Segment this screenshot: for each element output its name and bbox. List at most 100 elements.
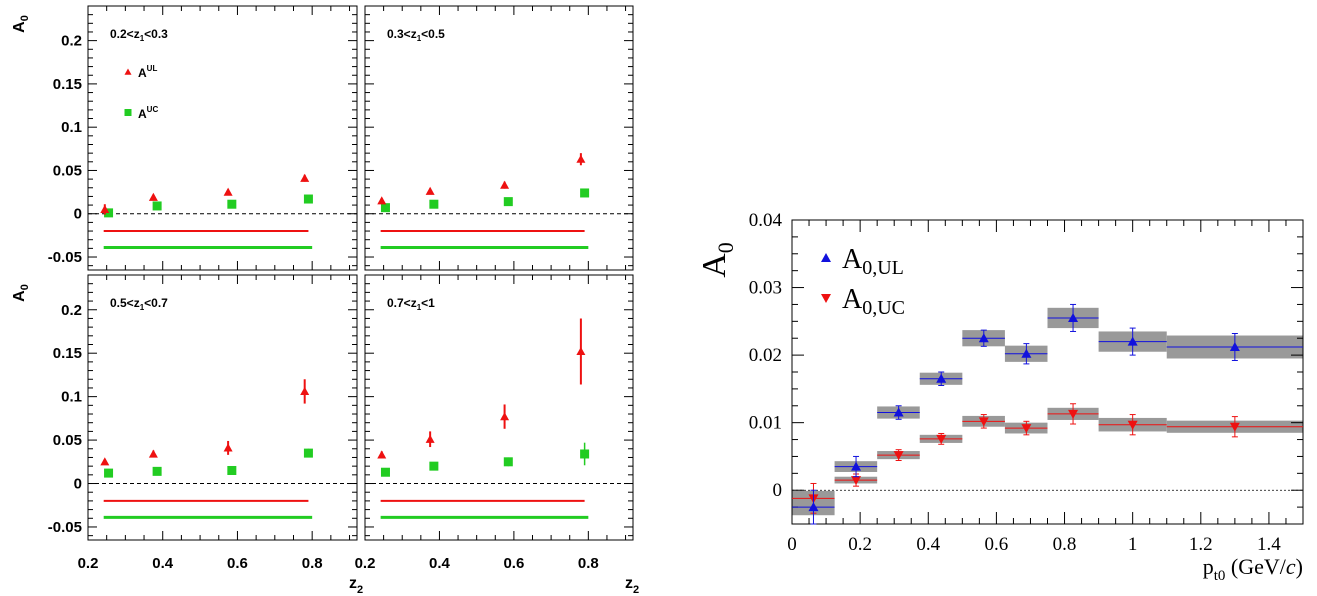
ul-point [100, 457, 110, 466]
panel-label-post: <0.5 [421, 27, 445, 41]
uc-point [1021, 424, 1032, 434]
uc-point [580, 188, 590, 198]
ul-point [936, 373, 947, 383]
ul-point [576, 346, 586, 356]
panel-label-pre: 0.7<z [387, 296, 417, 310]
y-axis-label: A0 [11, 284, 31, 302]
y-tick-label: 0 [773, 480, 783, 501]
y-tick-label: 0.15 [53, 76, 82, 93]
panel-2: 0.3<z1<0.5 [364, 5, 634, 271]
x-tick-label: 1.4 [1257, 534, 1281, 555]
panel-label: 0.3<z1<0.5 [387, 27, 445, 43]
ul-point [1068, 312, 1079, 322]
uc-point [429, 461, 439, 471]
panel-label-pre: 0.2<z [110, 27, 140, 41]
ul-point [851, 461, 862, 471]
y-tick-label: 0 [74, 206, 82, 223]
x-axis-label-base: z [349, 575, 357, 592]
ul-point [893, 407, 904, 417]
legend-uc-base: A [842, 284, 863, 315]
legend-ul-label: A0,UL [842, 244, 904, 279]
legend-uc-label: AUC [138, 105, 158, 121]
y-axis-label-sub: 0 [713, 242, 738, 253]
uc-point [303, 194, 313, 204]
panel-label: 0.7<z1<1 [387, 296, 435, 312]
legend-ul-marker [821, 253, 831, 262]
ul-point [425, 186, 435, 195]
x-axis-label-unit: (GeV/ [1225, 554, 1286, 579]
x-tick-label: 0 [787, 534, 797, 555]
y-tick-label: 0.05 [53, 432, 82, 449]
ul-point [148, 192, 158, 201]
ul-point [377, 450, 387, 459]
legend-ul-base: A [138, 66, 147, 80]
ul-point [100, 204, 110, 214]
y-tick-label: 0.1 [61, 119, 82, 136]
uc-point [380, 203, 390, 213]
y-tick-label: 0.01 [749, 413, 782, 434]
right-plot [791, 219, 1304, 525]
ul-point [300, 386, 310, 396]
y-tick-label: 0.15 [53, 345, 82, 362]
x-tick-label: 0.6 [985, 534, 1009, 555]
ul-point [1127, 336, 1138, 346]
x-tick-label: 0.2 [78, 555, 99, 572]
x-tick-label: 0.6 [227, 555, 248, 572]
y-tick-label: 0.1 [61, 389, 82, 406]
uc-point [429, 199, 439, 209]
panel-label: 0.5<z1<0.7 [110, 296, 168, 312]
y-tick-label: 0.02 [749, 345, 782, 366]
y-tick-label: -0.05 [48, 519, 82, 536]
x-axis-label-base: z [625, 575, 633, 592]
x-tick-label: 1 [1128, 534, 1138, 555]
x-tick-label: 0.4 [152, 555, 174, 572]
y-axis-label-base: A [11, 290, 28, 302]
uc-point [936, 434, 947, 444]
panel-label-post: <0.3 [144, 27, 168, 41]
legend-ul-sub: 0,UL [862, 257, 904, 279]
uc-point [503, 457, 513, 467]
x-axis-label-sub: 2 [633, 584, 639, 596]
x-axis-label-c: c [1286, 554, 1296, 579]
y-axis-label-sub: 0 [19, 284, 31, 290]
panel-frame [87, 274, 358, 541]
uc-point [503, 197, 513, 207]
y-axis-label-base: A [11, 21, 28, 33]
ul-point [148, 449, 158, 458]
legend-ul-label: AUL [138, 64, 157, 80]
uc-point [580, 449, 590, 459]
ul-point [808, 502, 819, 512]
ul-point [1229, 342, 1240, 352]
panel-label-sub: 1 [417, 303, 422, 312]
panel-label-pre: 0.5<z [110, 296, 140, 310]
legend-uc-marker [821, 294, 831, 303]
legend-ul-marker [124, 68, 132, 75]
y-tick-label: 0 [74, 476, 82, 493]
uc-point [104, 468, 114, 478]
ul-point [223, 187, 233, 196]
y-tick-label: 0.2 [61, 33, 82, 50]
ul-point [300, 173, 310, 182]
x-tick-label: 0.4 [916, 534, 940, 555]
x-axis-label-close: ) [1296, 554, 1303, 579]
ul-point [500, 180, 510, 189]
uc-point [1127, 420, 1138, 430]
uc-point [152, 466, 162, 476]
x-axis-label: z2 [625, 575, 639, 596]
uc-point [893, 451, 904, 461]
ul-point [978, 333, 989, 343]
uc-point [851, 476, 862, 486]
x-axis-label-sub: t0 [1214, 568, 1226, 584]
panel-label: 0.2<z1<0.3 [110, 27, 168, 43]
x-tick-label: 0.8 [1053, 534, 1077, 555]
ul-point [576, 154, 586, 163]
legend-uc-sup: UC [147, 105, 159, 114]
y-tick-label: 0.04 [749, 210, 783, 231]
uc-point [227, 465, 237, 475]
legend-ul-base: A [842, 244, 863, 275]
legend-uc-marker [124, 109, 132, 116]
x-tick-label: 0.2 [355, 555, 376, 572]
y-tick-label: 0.2 [61, 302, 82, 319]
y-axis-label: A0 [11, 15, 31, 33]
y-axis-label: A0 [696, 242, 738, 278]
